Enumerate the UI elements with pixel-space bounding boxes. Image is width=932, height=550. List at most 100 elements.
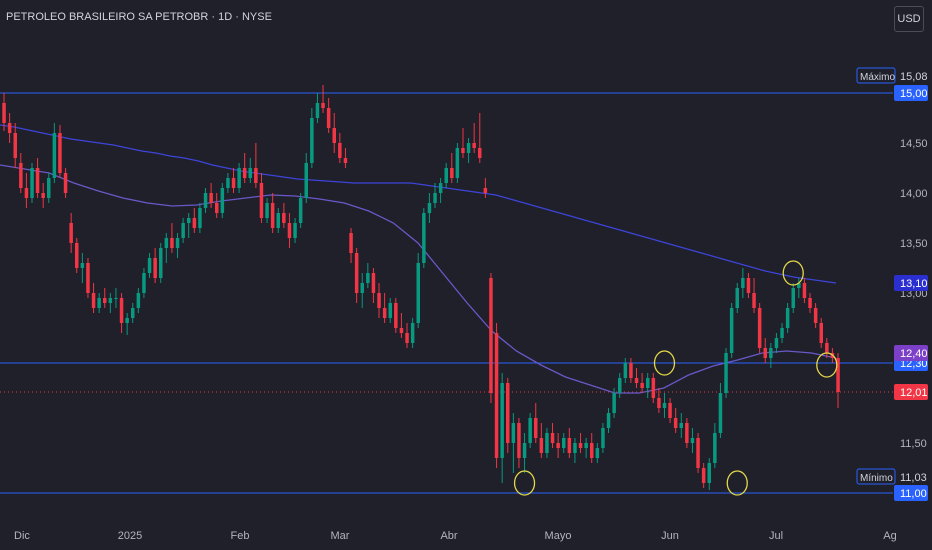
candle [399, 313, 404, 338]
candle-body [729, 308, 734, 353]
candle-body [444, 168, 448, 183]
candle-body [170, 238, 174, 248]
candle-body [287, 223, 292, 238]
price-badge: 13,10 [900, 278, 928, 290]
y-tick-label: 14,50 [900, 138, 928, 150]
candle-body [769, 348, 773, 358]
candle-body [785, 308, 790, 328]
candle [438, 178, 443, 203]
candle-body [595, 448, 600, 458]
candle [136, 288, 141, 313]
candle-body [136, 293, 141, 308]
candle [276, 208, 280, 233]
candle [578, 433, 583, 453]
candle-body [114, 298, 118, 299]
candle [287, 213, 292, 248]
candle-body [75, 243, 79, 268]
candle-body [757, 308, 762, 348]
candle-body [701, 468, 706, 483]
candle-body [147, 258, 152, 273]
highlight-circle [653, 350, 676, 376]
candle [231, 168, 236, 193]
candle [354, 248, 359, 303]
candle-body [108, 298, 113, 303]
candle [679, 413, 683, 438]
candle [500, 373, 504, 483]
candle [825, 338, 829, 358]
candle [377, 283, 381, 318]
candle [416, 253, 420, 328]
candle-body [690, 438, 695, 443]
candle [321, 85, 325, 113]
candle-body [685, 423, 689, 443]
price-badge-bg [894, 345, 928, 361]
candle-body [7, 123, 12, 133]
candle [774, 333, 779, 353]
candle-body [422, 213, 426, 263]
candle [142, 268, 146, 298]
candle-body [47, 178, 51, 198]
candle [24, 173, 29, 208]
candle-body [282, 213, 286, 223]
candle-body [91, 293, 96, 308]
candle [718, 383, 723, 438]
candle [567, 428, 572, 458]
candle-body [298, 198, 303, 223]
candle [19, 153, 23, 193]
candle [388, 298, 392, 323]
candle-body [612, 393, 616, 413]
candle [119, 293, 124, 333]
candle [735, 283, 739, 313]
price-badge: 12,01 [900, 387, 928, 399]
moving-averages [0, 124, 837, 394]
candle-body [103, 298, 107, 303]
price-badge: 15,00 [900, 88, 928, 100]
candle [797, 278, 801, 298]
candle [696, 433, 700, 473]
candle [729, 303, 734, 358]
candle [618, 373, 622, 398]
max-marker-label: Máximo [860, 72, 895, 83]
candle [382, 293, 387, 323]
candle-body [164, 238, 169, 248]
candle [343, 148, 348, 168]
candle-body [343, 158, 348, 163]
candle [153, 248, 157, 283]
candle-body [310, 118, 314, 163]
highlight-circle [513, 470, 536, 496]
candle [494, 323, 499, 468]
candle [405, 323, 409, 348]
candle-body [774, 338, 779, 348]
candle-body [338, 143, 342, 158]
candle-body [735, 288, 739, 308]
candle-body [836, 358, 840, 392]
candle [63, 168, 68, 198]
candle [461, 128, 465, 158]
candle-body [657, 398, 661, 408]
candle-body [763, 348, 767, 358]
price-badge-bg [894, 275, 928, 291]
candle-body [259, 183, 264, 218]
candle-body [545, 433, 549, 453]
candle [455, 143, 460, 183]
candle [220, 183, 225, 218]
candle-body [382, 308, 387, 318]
highlight-circle [816, 352, 838, 378]
candle [685, 418, 689, 448]
candle-body [679, 423, 683, 428]
candle [528, 413, 532, 448]
candle [75, 238, 79, 273]
candle [422, 208, 426, 268]
candle [780, 323, 784, 343]
candle-body [405, 333, 409, 343]
currency-button[interactable]: USD [894, 6, 924, 32]
candle [270, 193, 275, 233]
candle-body [478, 148, 482, 158]
candle-body [500, 383, 504, 458]
candle [315, 93, 320, 123]
max-marker-box [856, 67, 896, 84]
candle [612, 388, 616, 418]
candle [478, 113, 482, 163]
candle [640, 373, 644, 393]
